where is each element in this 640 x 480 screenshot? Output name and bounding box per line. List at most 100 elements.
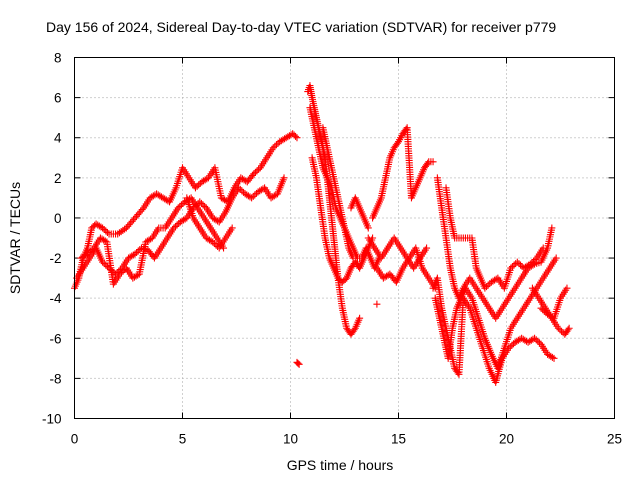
data-point xyxy=(500,266,514,292)
data-point xyxy=(274,176,287,198)
data-point xyxy=(293,134,301,142)
data-point xyxy=(351,194,363,210)
data-point xyxy=(364,224,372,232)
x-tick-label: 20 xyxy=(499,432,514,447)
data-point xyxy=(390,139,401,152)
data-point xyxy=(410,256,423,272)
data-point xyxy=(552,254,560,262)
data-point xyxy=(142,235,155,246)
y-tick-label: -10 xyxy=(42,412,62,427)
data-point xyxy=(200,214,213,230)
data-point xyxy=(153,190,165,201)
data-point xyxy=(343,266,354,282)
data-point xyxy=(373,196,384,212)
data-point xyxy=(505,286,518,302)
data-point xyxy=(360,214,371,230)
data-point xyxy=(466,304,480,330)
data-point xyxy=(330,264,341,280)
data-point xyxy=(243,171,256,186)
data-point xyxy=(535,294,548,310)
data-point xyxy=(176,215,189,226)
data-point xyxy=(531,259,543,268)
data-point xyxy=(403,124,415,200)
data-point xyxy=(464,234,474,242)
data-point xyxy=(472,264,484,280)
data-point xyxy=(537,304,550,317)
data-series xyxy=(77,194,228,288)
data-point xyxy=(323,174,335,190)
data-point xyxy=(349,244,361,260)
data-point xyxy=(109,272,123,288)
data-point xyxy=(191,179,204,192)
data-point xyxy=(280,174,288,182)
y-tick-label: -8 xyxy=(49,371,61,386)
data-point xyxy=(505,340,518,352)
data-point xyxy=(364,234,377,250)
data-point xyxy=(88,221,99,232)
data-point xyxy=(513,306,526,322)
data-point xyxy=(351,316,363,332)
data-point xyxy=(349,254,357,262)
data-point xyxy=(269,139,282,152)
data-point xyxy=(163,226,177,242)
data-point xyxy=(442,184,454,220)
data-point xyxy=(222,226,235,242)
data-point xyxy=(550,296,564,322)
data-point xyxy=(263,146,276,162)
data-point xyxy=(209,214,222,225)
data-point xyxy=(129,271,142,282)
data-point xyxy=(479,344,492,370)
data-point xyxy=(235,184,248,196)
data-point xyxy=(347,326,358,338)
data-point xyxy=(131,206,146,222)
data-point xyxy=(168,206,181,222)
y-tick-label: 2 xyxy=(54,171,62,186)
data-series xyxy=(71,130,301,292)
data-point xyxy=(520,261,533,272)
y-tick-label: -4 xyxy=(49,291,61,306)
data-series xyxy=(373,300,381,308)
data-point xyxy=(386,146,397,162)
data-point xyxy=(481,334,495,356)
data-point xyxy=(114,225,129,238)
data-point xyxy=(99,258,111,271)
data-point xyxy=(96,234,109,245)
data-point xyxy=(174,199,187,212)
data-point xyxy=(293,358,302,367)
data-point xyxy=(103,238,117,286)
data-point xyxy=(472,284,485,300)
data-point xyxy=(345,234,356,250)
data-point xyxy=(377,176,389,202)
data-point xyxy=(423,244,431,252)
data-point xyxy=(140,196,153,212)
data-point xyxy=(222,196,235,216)
data-series xyxy=(537,284,571,322)
data-point xyxy=(487,275,500,286)
y-tick-labels: -10 -8 -6 -4 -2 0 2 4 6 8 xyxy=(42,51,62,427)
x-axis-label: GPS time / hours xyxy=(287,457,394,473)
data-point xyxy=(425,158,435,166)
data-point xyxy=(328,214,337,240)
data-point xyxy=(392,266,406,286)
data-point xyxy=(373,300,381,308)
data-point xyxy=(356,256,367,272)
data-point xyxy=(416,246,429,262)
data-point xyxy=(122,216,138,232)
data-point xyxy=(217,194,230,205)
data-point xyxy=(468,294,482,320)
data-point xyxy=(276,135,289,146)
y-tick-label: 6 xyxy=(54,91,62,106)
data-point xyxy=(345,244,356,260)
data-point xyxy=(159,194,172,205)
data-point xyxy=(166,186,179,206)
x-tick-label: 5 xyxy=(179,432,187,447)
data-point xyxy=(498,296,511,312)
data-series xyxy=(431,254,560,372)
data-point xyxy=(492,306,505,322)
data-series xyxy=(369,124,437,222)
data-point xyxy=(438,204,450,240)
data-point xyxy=(537,246,551,266)
data-point xyxy=(150,246,164,262)
data-point xyxy=(202,204,215,220)
